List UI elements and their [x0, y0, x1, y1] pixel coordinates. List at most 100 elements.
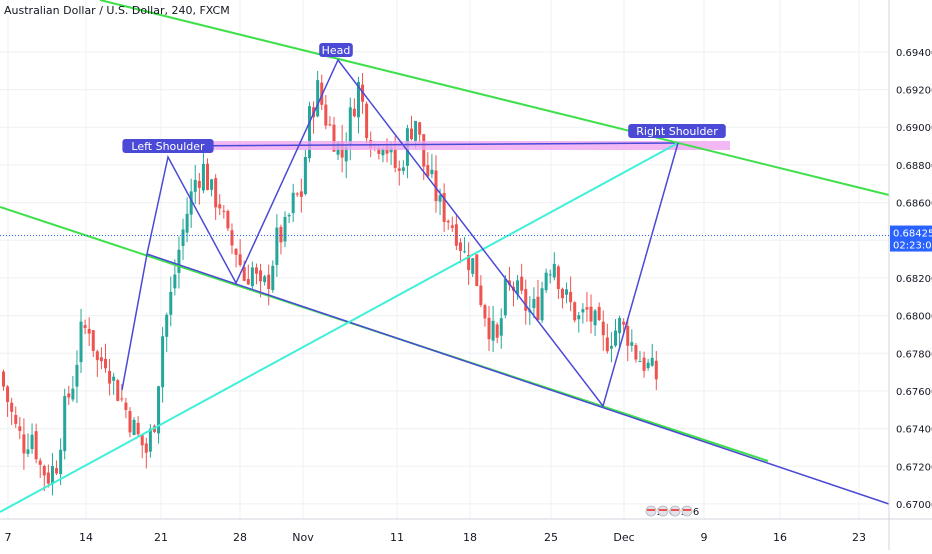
- neckline-band[interactable]: [168, 141, 730, 150]
- candle-body: [165, 314, 169, 337]
- candle-body: [226, 210, 230, 229]
- candle-body: [279, 226, 283, 243]
- candle-body: [295, 193, 299, 195]
- time-axis[interactable]: 7 14 21 28 Nov 11 18 25 Dec 9 16 23: [5, 531, 867, 544]
- flag-stripe: [671, 509, 679, 511]
- candle-body: [38, 460, 42, 465]
- candle-body: [50, 465, 54, 485]
- candle-body: [120, 398, 124, 400]
- time-tick-label: 7: [5, 531, 12, 544]
- candle-body: [646, 362, 650, 369]
- candle-body: [169, 291, 173, 315]
- candle-body: [34, 431, 38, 460]
- candle-body: [560, 288, 564, 299]
- candle-body: [222, 210, 226, 212]
- candle-body: [491, 320, 495, 341]
- candle-body: [67, 393, 71, 398]
- current-price-tag[interactable]: [890, 225, 932, 252]
- candle-body: [365, 103, 369, 139]
- head-label-text: Head: [322, 44, 351, 57]
- candle-body: [324, 104, 328, 126]
- candle-body: [426, 165, 430, 177]
- candle-body: [104, 358, 107, 369]
- candle-body: [352, 108, 356, 117]
- left-shoulder-label[interactable]: Left Shoulder: [122, 139, 214, 153]
- flag-stripe: [683, 509, 691, 511]
- candle-body: [532, 298, 536, 309]
- candle-body: [569, 291, 573, 303]
- candle-body: [516, 280, 520, 295]
- candle-body: [344, 146, 348, 162]
- candle-body: [393, 149, 397, 168]
- candle-body: [626, 326, 630, 346]
- candle-body: [2, 371, 5, 387]
- candle-body: [475, 254, 479, 286]
- candle-body: [210, 179, 214, 190]
- candle-body: [250, 267, 254, 287]
- candle-body: [593, 310, 597, 326]
- event-flags[interactable]: 2656: [645, 505, 699, 518]
- time-tick-label: 25: [544, 531, 558, 544]
- head-label[interactable]: Head: [319, 43, 353, 57]
- candle-body: [132, 419, 136, 436]
- candle-body: [401, 167, 405, 171]
- upper-channel-line[interactable]: [99, 0, 890, 196]
- candle-body: [348, 107, 352, 145]
- candle-body: [422, 134, 426, 167]
- head-and-shoulders-outline[interactable]: [121, 58, 679, 408]
- candle-body: [271, 265, 275, 291]
- lower-trend-line[interactable]: [146, 253, 890, 505]
- candle-body: [259, 270, 263, 282]
- current-price-text: 0.68425: [893, 229, 932, 240]
- candle-body: [442, 193, 446, 222]
- neckline-line[interactable]: [167, 142, 679, 147]
- candle-body: [414, 120, 418, 141]
- candle-body: [283, 216, 287, 242]
- candle-body: [299, 191, 303, 197]
- candle-body: [189, 191, 193, 215]
- rising-trend-line[interactable]: [0, 142, 679, 513]
- right-shoulder-label[interactable]: Right Shoulder: [628, 124, 726, 138]
- left-shoulder-label-text: Left Shoulder: [131, 140, 205, 153]
- candle-body: [634, 345, 638, 360]
- candle-body: [128, 411, 132, 433]
- time-tick-label: Dec: [613, 531, 634, 544]
- candle-body: [605, 337, 609, 352]
- candle-body: [438, 195, 442, 202]
- candle-body: [450, 225, 454, 228]
- candle-body: [42, 465, 46, 476]
- candle-body: [193, 179, 197, 192]
- left-shoulder-label-background: [122, 139, 214, 153]
- candle-body: [161, 336, 165, 388]
- candle-body: [454, 224, 458, 246]
- candle-body: [197, 180, 201, 188]
- candle-body: [275, 227, 279, 265]
- candle-body: [650, 357, 654, 366]
- candle-body: [136, 422, 140, 435]
- candle-body: [291, 192, 295, 214]
- time-tick-label: 14: [79, 531, 93, 544]
- chart-title: Australian Dollar / U.S. Dollar, 240, FX…: [4, 4, 230, 17]
- candle-body: [397, 168, 401, 171]
- drawings: [0, 0, 890, 513]
- candle-body: [30, 434, 34, 450]
- candle-body: [238, 254, 242, 266]
- candle-body: [614, 330, 617, 346]
- candle-body: [181, 229, 185, 247]
- candle-body: [14, 414, 18, 424]
- candle-body: [356, 81, 360, 118]
- candle-body: [140, 434, 144, 446]
- candle-body: [254, 267, 258, 274]
- candle-body: [6, 386, 10, 403]
- countdown-text: 02:23:09: [893, 241, 932, 252]
